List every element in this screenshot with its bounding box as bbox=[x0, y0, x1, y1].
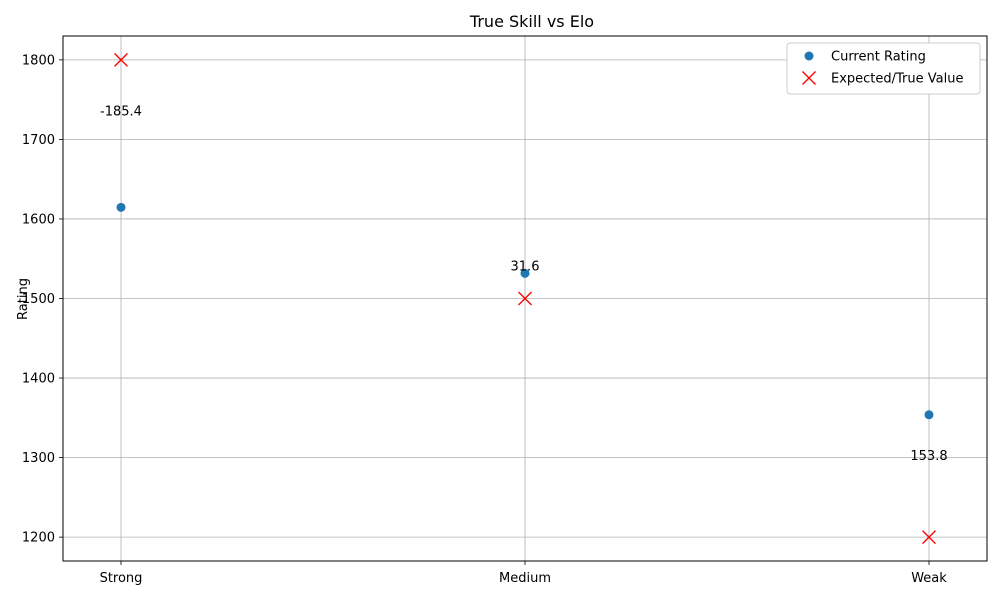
x-tick-label: Strong bbox=[100, 571, 143, 586]
legend-label-expected-true-value: Expected/True Value bbox=[831, 72, 963, 87]
legend-label-current-rating: Current Rating bbox=[831, 50, 926, 65]
chart-title: True Skill vs Elo bbox=[469, 12, 594, 31]
x-marker-stroke bbox=[518, 291, 532, 306]
point-current-rating bbox=[924, 410, 934, 420]
y-tick-label: 1300 bbox=[22, 451, 55, 466]
annotation-label: 31.6 bbox=[511, 259, 540, 274]
series-marks bbox=[114, 52, 936, 545]
y-axis-ticks: 1200 1300 1400 1500 1600 1700 1800 bbox=[22, 53, 63, 546]
y-tick-label: 1700 bbox=[22, 133, 55, 148]
point-current-rating bbox=[520, 268, 530, 278]
plot-frame bbox=[62, 35, 988, 562]
x-marker-stroke bbox=[802, 71, 816, 85]
x-marker-stroke bbox=[114, 52, 128, 67]
annotation-label: 153.8 bbox=[910, 449, 947, 464]
y-tick-label: 1400 bbox=[22, 372, 55, 387]
x-tick-label: Weak bbox=[911, 571, 947, 586]
x-axis-ticks: Strong Medium Weak bbox=[100, 561, 947, 586]
legend-marker-expected-true-value bbox=[802, 71, 816, 85]
point-expected-true-value bbox=[922, 530, 936, 545]
y-tick-label: 1800 bbox=[22, 53, 55, 68]
x-tick-label: Medium bbox=[499, 571, 551, 586]
y-tick-label: 1600 bbox=[22, 212, 55, 227]
legend: Current Rating Expected/True Value bbox=[786, 42, 981, 95]
y-tick-label: 1200 bbox=[22, 531, 55, 546]
y-axis-label: Rating bbox=[16, 278, 31, 320]
legend-box bbox=[786, 42, 981, 95]
annotation-label: -185.4 bbox=[100, 105, 142, 120]
annotations: -185.4 31.6 153.8 bbox=[100, 105, 948, 464]
point-expected-true-value bbox=[518, 291, 532, 306]
x-marker-stroke bbox=[922, 530, 936, 545]
y-tick-label: 1500 bbox=[22, 292, 55, 307]
point-current-rating bbox=[116, 202, 126, 212]
point-expected-true-value bbox=[114, 52, 128, 67]
legend-marker-current-rating bbox=[804, 51, 814, 61]
